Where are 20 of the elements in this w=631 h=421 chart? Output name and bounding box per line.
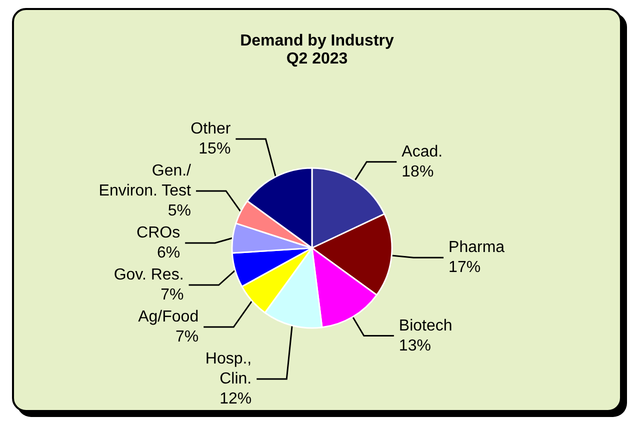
slice-label: CROs [136,224,180,242]
data-label: 17% [448,259,481,276]
slice-label: Other [190,120,232,138]
data-label: 5% [168,202,192,220]
slice-label: Hosp., Clin. [205,350,252,388]
slice-label: Gen./ Environ. Test [98,162,192,200]
slice-label: Ag/Food [138,308,199,326]
data-label: 13% [398,337,431,354]
slice-label: Gov. Res. [114,266,184,284]
data-label: 7% [175,328,199,346]
data-label: 18% [402,163,434,180]
slice-label: Biotech [398,317,452,334]
chart-title: Demand by Industry [240,32,394,50]
data-label: 12% [220,390,252,408]
slice-label: Acad. [402,143,443,160]
slice-label: Pharma [448,239,505,256]
data-label: 15% [198,140,231,158]
data-label: 6% [156,244,180,262]
chart-subtitle: Q2 2023 [286,50,348,68]
data-label: 7% [160,286,184,304]
